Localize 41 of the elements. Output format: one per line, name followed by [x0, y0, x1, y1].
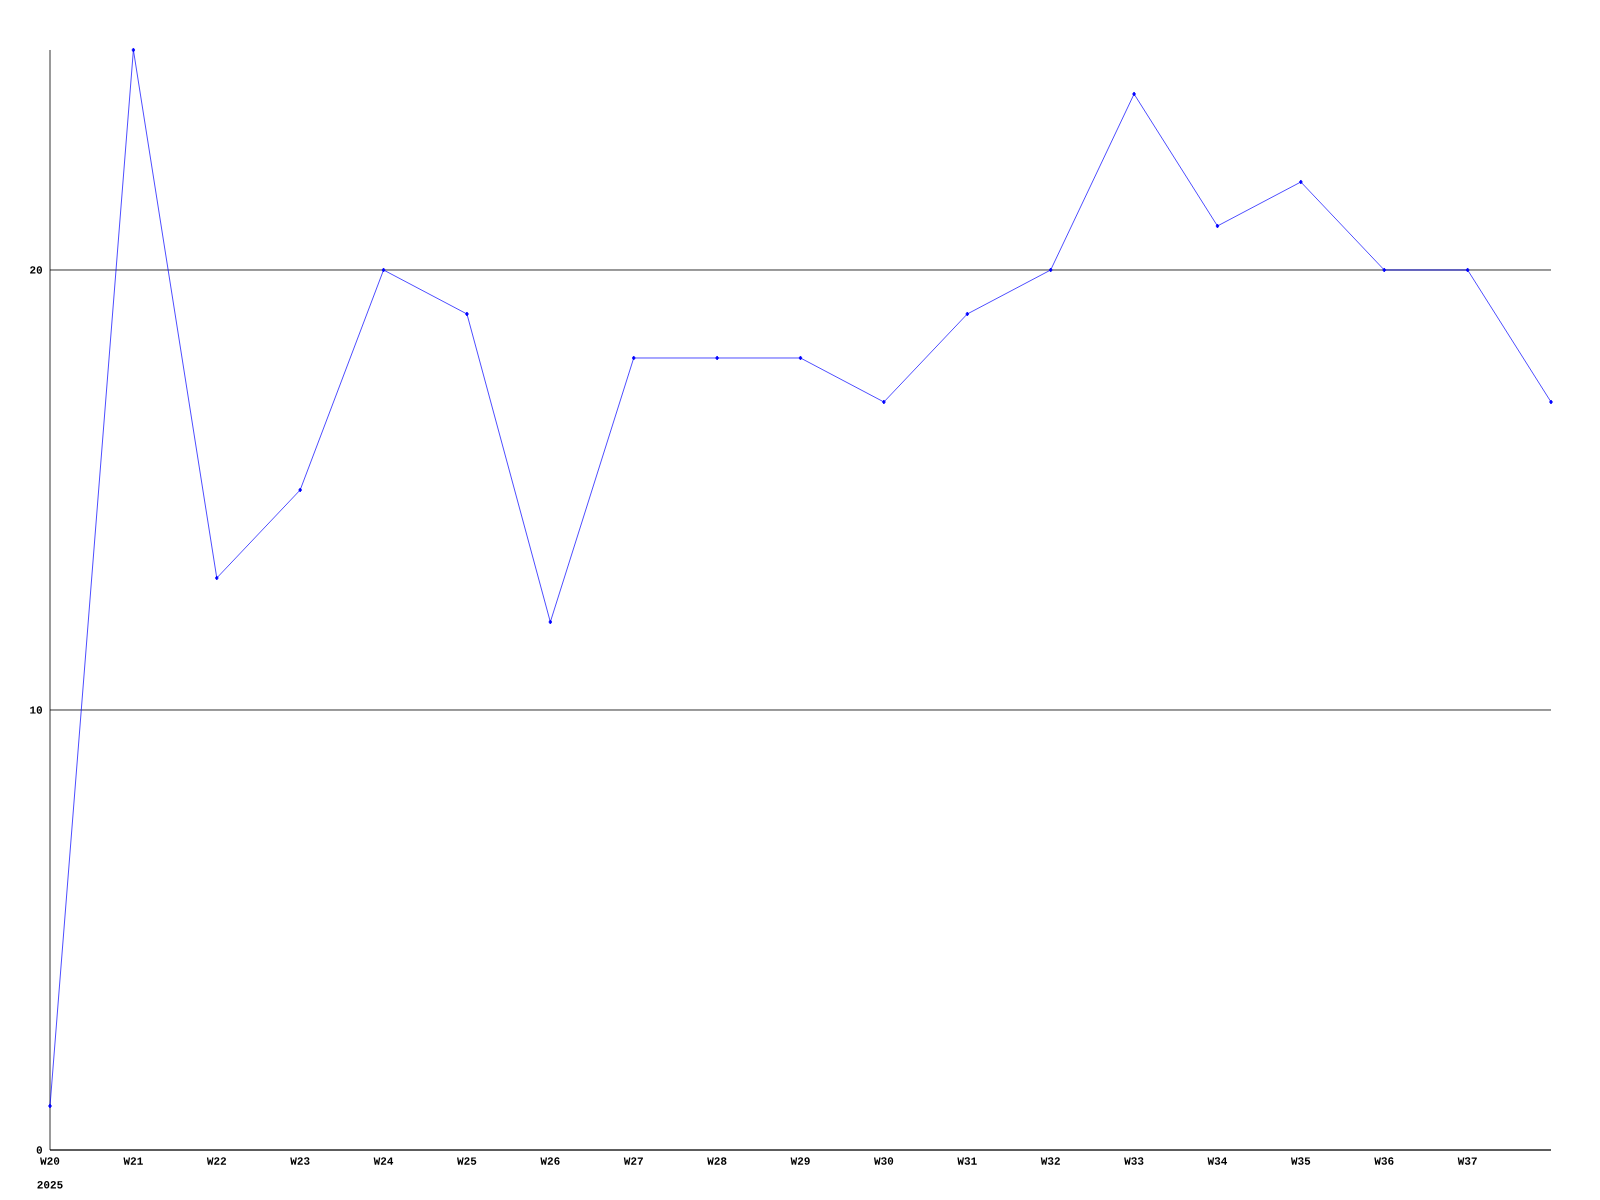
x-tick-label: W31	[957, 1157, 977, 1165]
x-tick-label: W28	[707, 1157, 727, 1165]
point	[548, 619, 553, 625]
x-tick-label: W20	[40, 1157, 60, 1165]
y-tick-label: 20	[30, 266, 43, 274]
x-tick-label: W21	[123, 1157, 143, 1165]
point	[882, 399, 886, 405]
x-tick-label: W34	[1207, 1157, 1228, 1165]
point	[214, 575, 219, 581]
point	[1215, 223, 1220, 229]
x-tick-label: W32	[1040, 1157, 1060, 1165]
text: 2025	[37, 1181, 63, 1189]
point	[1048, 267, 1053, 273]
point	[1132, 91, 1136, 97]
point	[1299, 179, 1303, 185]
point	[465, 311, 469, 317]
point	[798, 355, 803, 361]
point	[131, 47, 136, 53]
point	[48, 1103, 52, 1109]
x-tick-label: W24	[373, 1157, 394, 1165]
x-tick-label: W29	[790, 1157, 810, 1165]
x-tick-label: W33	[1124, 1157, 1144, 1165]
point	[381, 267, 386, 273]
x-tick-label: W27	[623, 1157, 643, 1165]
x-tick-label: W36	[1374, 1157, 1394, 1165]
point	[1382, 267, 1387, 273]
point	[715, 355, 719, 361]
point	[631, 355, 636, 361]
point	[298, 487, 303, 493]
x-tick-label: W26	[540, 1157, 560, 1165]
x-tick-label: W23	[290, 1157, 310, 1165]
x-tick-label: W30	[874, 1157, 894, 1165]
x-tick-label: W35	[1290, 1157, 1311, 1165]
x-tick-label: W37	[1457, 1157, 1477, 1165]
point	[1549, 399, 1553, 405]
point	[965, 311, 970, 317]
x-tick-label: W25	[457, 1157, 477, 1165]
x-tick-label: W22	[206, 1157, 227, 1165]
y-tick-label: 0	[36, 1146, 43, 1154]
y-tick-label: 10	[30, 706, 43, 714]
point	[1465, 267, 1470, 273]
